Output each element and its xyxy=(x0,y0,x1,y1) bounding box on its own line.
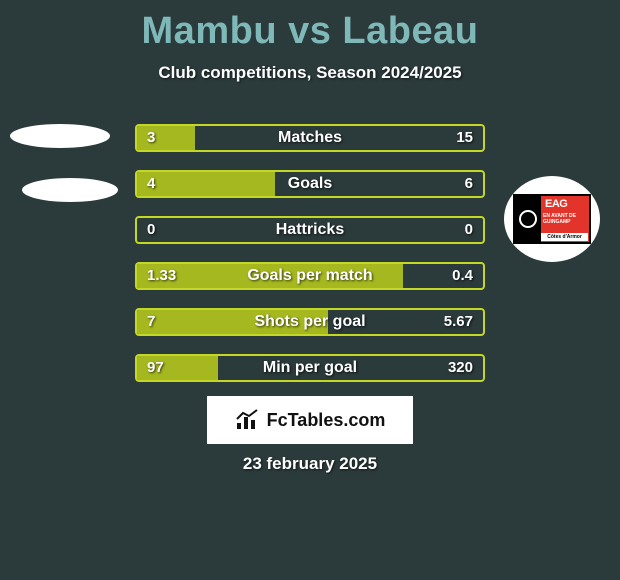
page-title: Mambu vs Labeau xyxy=(0,0,620,53)
eag-logo: EAG EN AVANT DE GUINGAMP Côtes d'Armor xyxy=(513,194,591,244)
club-badge-right: EAG EN AVANT DE GUINGAMP Côtes d'Armor xyxy=(504,176,600,262)
player-slot-left-0 xyxy=(10,124,110,148)
stat-right-value: 15 xyxy=(456,126,473,150)
eag-logo-line3: Côtes d'Armor xyxy=(541,233,588,241)
stat-label: Matches xyxy=(137,126,483,150)
subtitle: Club competitions, Season 2024/2025 xyxy=(0,63,620,83)
stat-bar: 97Min per goal320 xyxy=(135,354,485,382)
fctables-label: FcTables.com xyxy=(267,410,386,431)
eag-logo-line2: EN AVANT DE GUINGAMP xyxy=(543,213,589,225)
stat-bar: 3Matches15 xyxy=(135,124,485,152)
stat-label: Goals per match xyxy=(137,264,483,288)
stat-label: Shots per goal xyxy=(137,310,483,334)
stat-label: Hattricks xyxy=(137,218,483,242)
stat-bar: 1.33Goals per match0.4 xyxy=(135,262,485,290)
chart-icon xyxy=(235,409,261,431)
stat-bar: 7Shots per goal5.67 xyxy=(135,308,485,336)
stat-bar: 4Goals6 xyxy=(135,170,485,198)
eag-logo-black xyxy=(515,196,541,242)
stat-right-value: 0 xyxy=(465,218,473,242)
stat-label: Goals xyxy=(137,172,483,196)
stat-bar: 0Hattricks0 xyxy=(135,216,485,244)
fctables-watermark: FcTables.com xyxy=(207,396,413,444)
triskelion-icon xyxy=(519,210,537,228)
date-label: 23 february 2025 xyxy=(0,454,620,474)
stat-right-value: 320 xyxy=(448,356,473,380)
stats-bars: 3Matches15 4Goals6 0Hattricks0 1.33Goals pe… xyxy=(135,124,485,400)
eag-logo-main: EAG xyxy=(545,198,567,210)
stat-right-value: 6 xyxy=(465,172,473,196)
stat-right-value: 5.67 xyxy=(444,310,473,334)
player-slot-left-1 xyxy=(22,178,118,202)
stat-label: Min per goal xyxy=(137,356,483,380)
stat-right-value: 0.4 xyxy=(452,264,473,288)
